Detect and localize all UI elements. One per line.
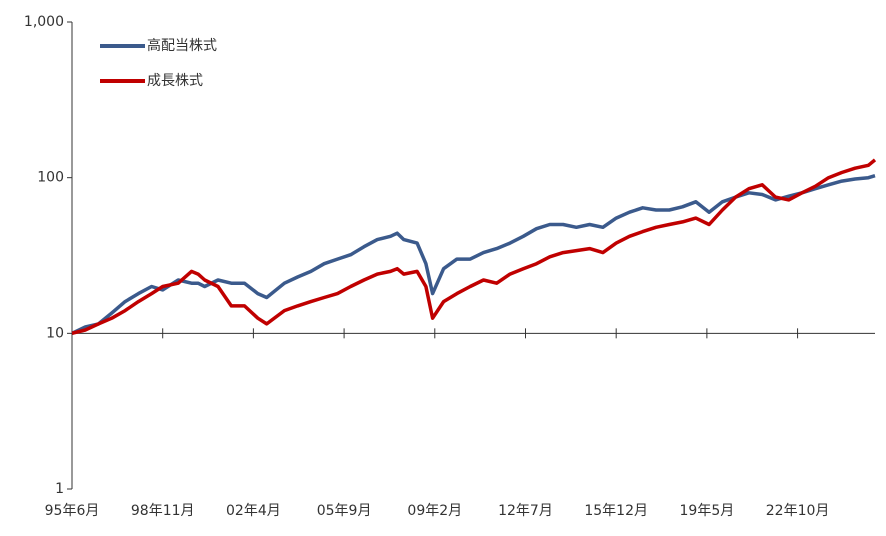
- y-tick-label: 100: [37, 170, 64, 186]
- x-tick-label: 12年7月: [498, 503, 553, 519]
- y-tick-label: 1,000: [24, 14, 64, 30]
- legend-label: 高配当株式: [147, 37, 217, 54]
- series-line: [71, 158, 877, 335]
- x-tick-label: 19年5月: [680, 503, 735, 519]
- x-tick-label: 02年4月: [226, 503, 281, 519]
- x-tick-label: 95年6月: [45, 503, 100, 519]
- legend-label: 成長株式: [147, 73, 203, 89]
- x-tick-label: 22年10月: [766, 503, 830, 519]
- x-tick-label: 98年11月: [131, 503, 195, 519]
- y-tick-label: 10: [46, 325, 64, 341]
- x-tick-label: 15年12月: [584, 503, 648, 519]
- y-tick-label: 1: [55, 481, 64, 497]
- x-tick-label: 09年2月: [407, 503, 462, 519]
- x-tick-label: 05年9月: [317, 503, 372, 519]
- series-line: [71, 174, 876, 335]
